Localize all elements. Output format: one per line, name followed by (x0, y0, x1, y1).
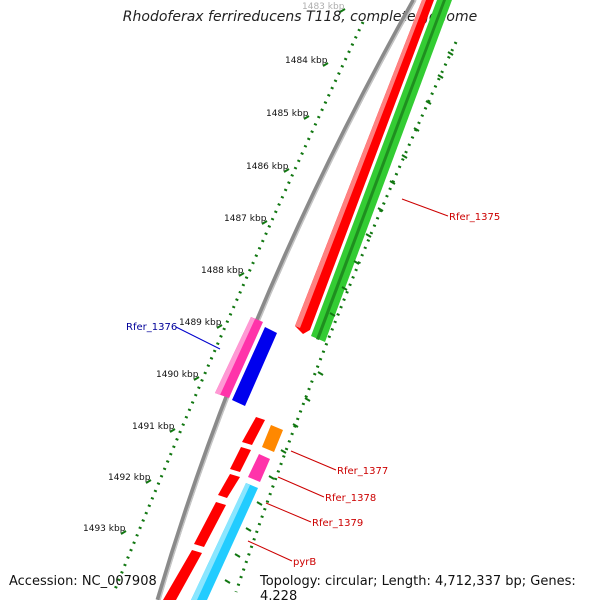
outer-tick-mark (292, 423, 299, 428)
callout-line-rfer1375 (401, 198, 449, 217)
gene-label-pyrB[interactable]: pyrB (293, 557, 316, 568)
outer-tick-mark (234, 553, 241, 558)
gene-rfer1375-shade (316, 0, 446, 340)
outer-tick-mark (224, 579, 231, 584)
outer-tick-mark (245, 527, 252, 532)
callout-line-rfer1376 (175, 326, 221, 350)
accession-text: Accession: NC_007908 (9, 574, 157, 589)
ruler-tick-mark (238, 272, 245, 277)
ruler-tick-label: 1483 kbp (302, 2, 345, 12)
callout-line-rfer1378 (277, 476, 325, 498)
gene-red-lower-4 (194, 502, 226, 547)
ruler-tick-mark (339, 8, 346, 13)
gene-label-rfer1377[interactable]: Rfer_1377 (337, 466, 388, 477)
ruler-tick-mark (261, 220, 268, 225)
gene-label-rfer1379[interactable]: Rfer_1379 (312, 518, 363, 529)
ruler-tick-label: 1489 kbp (179, 318, 222, 328)
gene-rfer1376-shade (215, 317, 255, 395)
genome-backbone-highlight (159, 0, 417, 600)
ruler-tick-mark (193, 376, 200, 381)
ruler-tick-mark (303, 115, 310, 120)
callout-line-rfer1377 (290, 450, 337, 471)
outer-tick-mark (413, 127, 420, 132)
outer-tick-mark (317, 371, 324, 376)
genome-backbone (155, 0, 417, 600)
gene-rfer1378-body (248, 454, 270, 482)
outer-tick-mark (425, 100, 432, 105)
ruler-tick-mark (169, 428, 176, 433)
outer-tick-mark (256, 501, 263, 506)
ruler-tick-label: 1486 kbp (246, 162, 289, 172)
gene-label-rfer1376[interactable]: Rfer_1376 (126, 322, 177, 333)
outer-tick-mark (341, 286, 348, 291)
gene-red-forward-upper-shade (295, 0, 426, 328)
genome-title: Rhodoferax ferrireducens T118, complete … (122, 9, 478, 25)
gene-red-lower-2 (230, 447, 251, 472)
outer-tick-mark (389, 180, 396, 185)
callout-line-pyrB (247, 540, 293, 562)
outer-tick-mark (377, 207, 384, 212)
outer-tick-mark (437, 74, 444, 79)
outer-tick-mark (268, 475, 275, 480)
gene-red-lower-3 (218, 474, 240, 498)
outer-tick-mark (329, 312, 336, 317)
topology-text: Topology: circular; Length: 4,712,337 bp… (260, 574, 576, 600)
ruler-tick-mark (283, 168, 290, 173)
ruler-tick-label: 1493 kbp (83, 524, 126, 534)
ruler-tick-label: 1485 kbp (266, 109, 309, 119)
gene-red-lower-1 (242, 417, 265, 445)
ruler-tick-label: 1487 kbp (224, 214, 267, 224)
gene-pyrB-shade (191, 483, 250, 600)
outer-scale-line (234, 41, 458, 593)
outer-tick-mark (447, 51, 454, 56)
outer-tick-mark (304, 397, 311, 402)
gene-blue-cds (232, 327, 277, 406)
ruler-tick-mark (145, 479, 152, 484)
ruler-tick-label: 1484 kbp (285, 56, 328, 66)
ruler-tick-mark (216, 324, 223, 329)
outer-tick-mark (353, 260, 360, 265)
ruler-tick-label: 1488 kbp (201, 266, 244, 276)
ruler-tick-label: 1490 kbp (156, 370, 199, 380)
ruler-tick-mark (120, 530, 127, 535)
gene-label-rfer1378[interactable]: Rfer_1378 (325, 493, 376, 504)
outer-tick-mark (365, 233, 372, 238)
ruler-tick-mark (322, 62, 329, 67)
gene-label-rfer1375[interactable]: Rfer_1375 (449, 212, 500, 223)
callout-line-rfer1379 (265, 502, 312, 523)
ruler-tick-label: 1491 kbp (132, 422, 175, 432)
outer-tick-mark (280, 449, 287, 454)
ruler-ticks: 1483 kbp 1484 kbp 1485 kbp 1486 kbp 1487 kbp… (83, 2, 454, 584)
ruler-tick-label: 1492 kbp (108, 473, 151, 483)
gene-red-lower-5 (163, 550, 202, 600)
gene-rfer1377-body (262, 425, 283, 452)
outer-tick-mark (401, 154, 408, 159)
